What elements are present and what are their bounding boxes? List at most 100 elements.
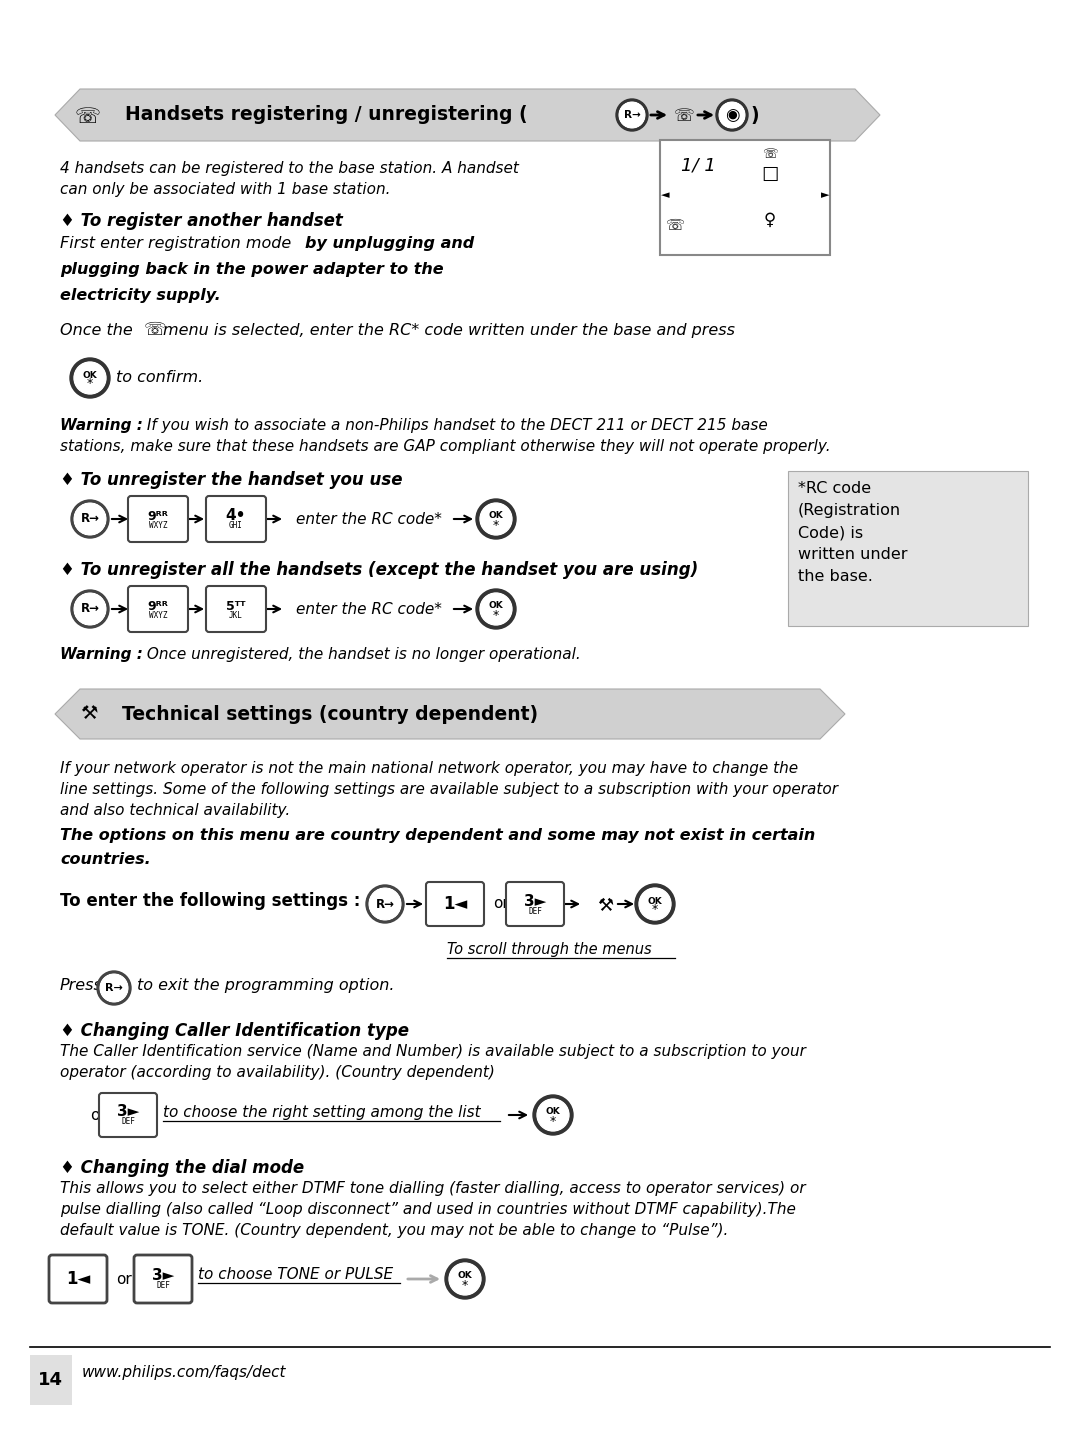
- Text: ☏: ☏: [75, 107, 102, 128]
- Text: ⚒: ⚒: [81, 705, 98, 724]
- Text: R→: R→: [81, 602, 99, 615]
- Circle shape: [449, 1262, 481, 1294]
- Text: Press: Press: [60, 978, 103, 992]
- FancyBboxPatch shape: [660, 139, 831, 255]
- Text: To enter the following settings :: To enter the following settings :: [60, 892, 361, 910]
- Text: ♦ Changing Caller Identification type: ♦ Changing Caller Identification type: [60, 1022, 409, 1040]
- Circle shape: [445, 1259, 485, 1299]
- Text: enter the RC code*: enter the RC code*: [296, 602, 442, 617]
- Text: 14: 14: [38, 1371, 63, 1389]
- Text: OK: OK: [648, 897, 662, 905]
- Text: line settings. Some of the following settings are available subject to a subscri: line settings. Some of the following set…: [60, 782, 838, 797]
- Text: Warning :: Warning :: [60, 647, 143, 662]
- Text: ): ): [750, 106, 758, 125]
- Text: JKL: JKL: [229, 611, 243, 621]
- Text: enter the RC code*: enter the RC code*: [296, 512, 442, 527]
- Text: ♦ To unregister the handset you use: ♦ To unregister the handset you use: [60, 472, 403, 489]
- Circle shape: [534, 1096, 573, 1135]
- Text: 5ᵀᵀ: 5ᵀᵀ: [226, 599, 246, 612]
- Text: *RC code: *RC code: [798, 480, 872, 496]
- Text: (Registration: (Registration: [798, 503, 901, 518]
- Text: to exit the programming option.: to exit the programming option.: [137, 978, 394, 992]
- Circle shape: [616, 99, 648, 131]
- Text: If your network operator is not the main national network operator, you may have: If your network operator is not the main…: [60, 760, 798, 776]
- Text: ⚒: ⚒: [597, 897, 613, 916]
- Text: ►: ►: [821, 190, 829, 200]
- Text: 9ᴿᴿ: 9ᴿᴿ: [148, 509, 168, 522]
- Text: can only be associated with 1 base station.: can only be associated with 1 base stati…: [60, 181, 391, 197]
- Text: Once unregistered, the handset is no longer operational.: Once unregistered, the handset is no lon…: [141, 647, 581, 662]
- Circle shape: [716, 99, 748, 131]
- Text: The options on this menu are country dependent and some may not exist in certain: The options on this menu are country dep…: [60, 829, 815, 843]
- FancyBboxPatch shape: [206, 586, 266, 633]
- Polygon shape: [55, 89, 880, 141]
- Text: ◎: ◎: [725, 106, 739, 123]
- FancyBboxPatch shape: [206, 496, 266, 543]
- Text: 1◄: 1◄: [443, 895, 468, 913]
- Text: 3►: 3►: [152, 1268, 174, 1284]
- Text: and also technical availability.: and also technical availability.: [60, 802, 291, 818]
- Text: 3►: 3►: [524, 894, 546, 908]
- Text: WXYZ: WXYZ: [149, 521, 167, 531]
- Text: 1◄: 1◄: [66, 1270, 90, 1288]
- Text: menu is selected, enter the RC* code written under the base and press: menu is selected, enter the RC* code wri…: [163, 324, 735, 338]
- Text: ☐: ☐: [761, 165, 779, 184]
- Text: WXYZ: WXYZ: [149, 611, 167, 621]
- Text: default value is TONE. (Country dependent, you may not be able to change to “Pul: default value is TONE. (Country dependen…: [60, 1223, 728, 1238]
- Circle shape: [75, 503, 106, 535]
- FancyBboxPatch shape: [99, 1093, 157, 1138]
- FancyBboxPatch shape: [507, 882, 564, 926]
- Text: DEF: DEF: [121, 1117, 135, 1126]
- Text: First enter registration mode: First enter registration mode: [60, 237, 296, 251]
- Text: DEF: DEF: [157, 1281, 170, 1290]
- Text: ♦ To register another handset: ♦ To register another handset: [60, 212, 342, 231]
- Text: *: *: [462, 1278, 468, 1291]
- Text: The Caller Identification service (Name and Number) is available subject to a su: The Caller Identification service (Name …: [60, 1045, 806, 1059]
- Text: OK: OK: [83, 370, 97, 380]
- Text: ☏: ☏: [674, 107, 694, 125]
- Text: or: or: [492, 897, 509, 911]
- Text: Once the: Once the: [60, 324, 133, 338]
- Text: by unplugging and: by unplugging and: [305, 237, 474, 251]
- Circle shape: [480, 503, 512, 535]
- Text: 4•: 4•: [226, 508, 246, 524]
- Text: plugging back in the power adapter to the: plugging back in the power adapter to th…: [60, 263, 444, 277]
- Text: *: *: [86, 377, 93, 390]
- Text: ☏: ☏: [144, 321, 166, 340]
- Circle shape: [369, 888, 401, 920]
- Circle shape: [75, 593, 106, 625]
- Circle shape: [71, 501, 109, 538]
- Text: pulse dialling (also called “Loop disconnect” and used in countries without DTMF: pulse dialling (also called “Loop discon…: [60, 1201, 796, 1217]
- Text: *: *: [550, 1114, 556, 1127]
- Text: R→: R→: [376, 898, 394, 910]
- Text: 1/ 1: 1/ 1: [680, 157, 715, 174]
- FancyBboxPatch shape: [30, 1355, 72, 1405]
- Text: *: *: [652, 904, 658, 917]
- Text: ◄: ◄: [661, 190, 670, 200]
- Text: *: *: [492, 608, 499, 621]
- FancyBboxPatch shape: [788, 472, 1028, 625]
- Polygon shape: [55, 689, 845, 739]
- Text: If you wish to associate a non-Philips handset to the DECT 211 or DECT 215 base: If you wish to associate a non-Philips h…: [141, 418, 768, 432]
- Text: R→: R→: [81, 512, 99, 525]
- Text: stations, make sure that these handsets are GAP compliant otherwise they will no: stations, make sure that these handsets …: [60, 440, 831, 454]
- Text: Code) is: Code) is: [798, 525, 863, 540]
- Circle shape: [537, 1098, 569, 1130]
- Circle shape: [719, 102, 745, 128]
- Text: or: or: [90, 1107, 106, 1123]
- Text: ♦ To unregister all the handsets (except the handset you are using): ♦ To unregister all the handsets (except…: [60, 562, 699, 579]
- Text: To scroll through the menus: To scroll through the menus: [447, 942, 651, 958]
- Text: Warning :: Warning :: [60, 418, 143, 432]
- Circle shape: [476, 499, 516, 538]
- Text: ☏: ☏: [762, 148, 778, 161]
- Text: DEF: DEF: [528, 907, 542, 916]
- Circle shape: [75, 361, 106, 395]
- Text: ●: ●: [727, 110, 737, 120]
- Circle shape: [71, 591, 109, 628]
- FancyBboxPatch shape: [129, 586, 188, 633]
- Text: written under: written under: [798, 547, 907, 562]
- Circle shape: [100, 974, 129, 1003]
- Text: R→: R→: [105, 982, 123, 992]
- Circle shape: [639, 888, 671, 920]
- Circle shape: [480, 593, 512, 625]
